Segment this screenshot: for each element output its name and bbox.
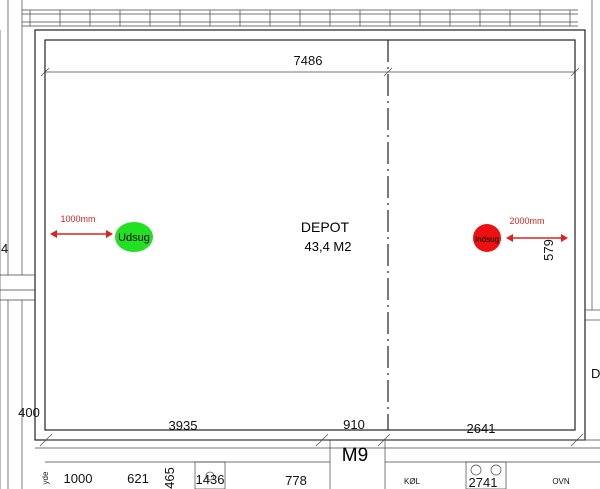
room-code: M9: [342, 445, 368, 466]
dimension: 778: [285, 473, 307, 488]
room-name: DEPOT: [301, 219, 350, 235]
intake-vent: [473, 224, 501, 252]
edge-label: 4: [1, 241, 8, 256]
labels: 7486 DEPOT 43,4 M2 1000mm Udsug 2000mm I…: [1, 53, 600, 489]
edge-label: yde: [41, 471, 50, 484]
dimension: 465: [162, 467, 177, 489]
dimension: 579: [541, 239, 556, 261]
dimension: 621: [127, 471, 149, 486]
dimension: 7486: [294, 53, 323, 68]
vent-distance: 2000mm: [509, 216, 544, 226]
dimension: 3935: [169, 418, 198, 433]
dimension: 2741: [469, 475, 498, 489]
dimension: 400: [18, 405, 40, 420]
vent-label: Indsug: [475, 235, 499, 244]
appliance-label: KØL: [404, 477, 421, 486]
edge-label: D: [591, 366, 600, 381]
dimension: 910: [343, 417, 365, 432]
dimension: 2641: [467, 421, 496, 436]
room-area: 43,4 M2: [305, 239, 352, 254]
vent-label: Udsug: [118, 232, 150, 244]
exhaust-vent: [115, 222, 153, 252]
vent-distance: 1000mm: [60, 214, 95, 224]
appliance-label: OVN: [552, 477, 570, 486]
vents: [50, 222, 568, 252]
dimension: 1436: [196, 472, 225, 487]
dimension: 1000: [64, 471, 93, 486]
